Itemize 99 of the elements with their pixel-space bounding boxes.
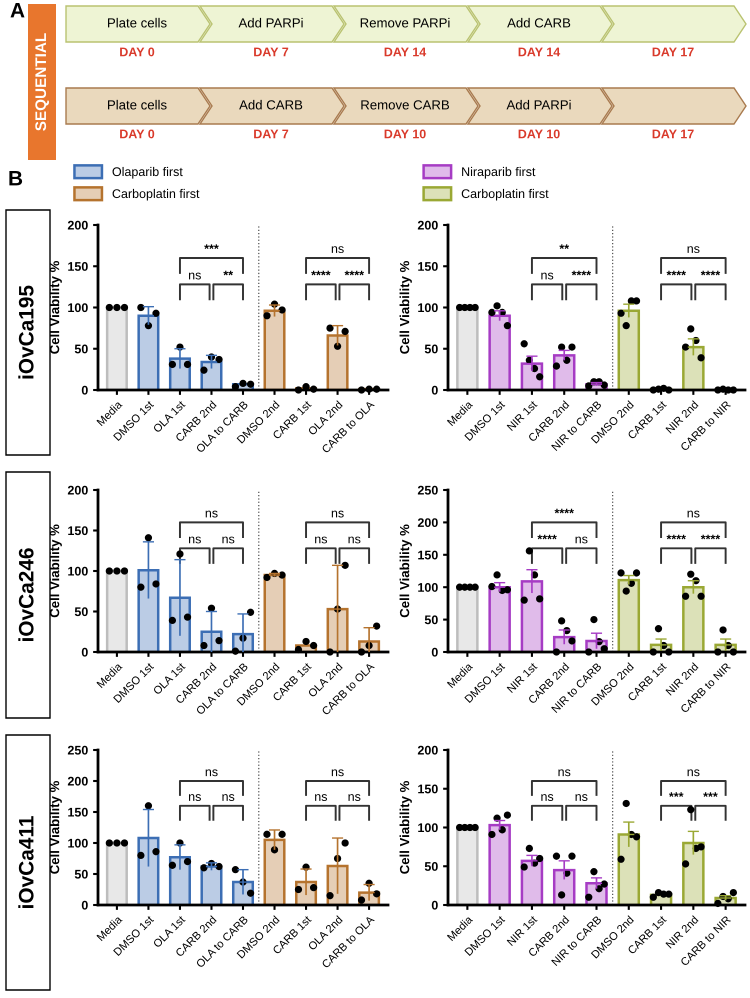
- y-tick-label: 0: [82, 648, 88, 657]
- legend-label: Carboplatin first: [462, 188, 549, 201]
- annotation: ns: [315, 794, 328, 802]
- annotation: ****: [537, 534, 557, 540]
- y-tick-label: 100: [418, 303, 438, 312]
- y-tick-label: 50: [424, 862, 438, 871]
- annotation: ns: [222, 794, 234, 802]
- annotation: ****: [700, 270, 720, 276]
- y-tick-label: 250: [418, 486, 438, 495]
- text: DAY 17: [652, 130, 694, 138]
- text: Add PARPi: [238, 18, 303, 28]
- y-tick-label: 100: [68, 303, 88, 312]
- text: Add CARB: [507, 18, 570, 28]
- annotation: ns: [688, 510, 700, 518]
- annotation: ns: [576, 536, 588, 544]
- legend-label: Olaparib first: [112, 166, 183, 179]
- y-axis-title: Cell Viability %: [400, 524, 412, 618]
- y-tick-label: 0: [82, 386, 88, 395]
- y-tick-label: 50: [74, 870, 88, 879]
- y-tick-label: 200: [418, 518, 438, 528]
- y-tick-label: 200: [68, 220, 88, 230]
- text: Add CARB: [239, 100, 302, 110]
- y-tick-label: 100: [418, 823, 438, 832]
- annotation: ns: [332, 769, 344, 776]
- text: iOvCa195: [18, 286, 34, 379]
- annotation: ns: [206, 769, 218, 776]
- y-tick-label: 100: [68, 838, 88, 848]
- annotation: ns: [348, 794, 360, 802]
- annotation: ns: [189, 272, 201, 280]
- annotation: ****: [666, 270, 686, 276]
- annotation: ns: [206, 510, 218, 518]
- text: Remove PARPi: [360, 18, 450, 28]
- text: Plate cells: [108, 18, 167, 28]
- y-tick-label: 50: [424, 344, 438, 354]
- annotation: ****: [700, 534, 720, 540]
- text: DAY 14: [384, 48, 426, 56]
- y-tick-label: 250: [68, 746, 88, 755]
- y-tick-label: 50: [74, 607, 88, 616]
- annotation: ****: [572, 270, 592, 276]
- text: A: [10, 3, 24, 18]
- annotation: ns: [315, 536, 328, 544]
- text: Add PARPi: [506, 100, 571, 110]
- y-tick-label: 150: [68, 526, 88, 536]
- y-tick-label: 0: [82, 900, 88, 910]
- annotation: ns: [541, 794, 554, 802]
- annotation: ns: [576, 794, 588, 802]
- annotation: ***: [204, 244, 219, 249]
- text: Remove CARB: [361, 100, 450, 110]
- annotation: ns: [348, 536, 360, 544]
- text: DAY 10: [384, 130, 426, 138]
- y-tick-label: 0: [432, 648, 438, 657]
- text: Plate cells: [108, 100, 167, 110]
- annotation: ****: [311, 270, 331, 276]
- annotation: **: [223, 270, 234, 276]
- annotation: ns: [222, 536, 234, 544]
- annotation: ***: [703, 792, 718, 797]
- text: B: [9, 171, 22, 186]
- y-tick-label: 100: [418, 583, 438, 592]
- legend-label: Niraparib first: [462, 166, 536, 179]
- y-tick-label: 200: [68, 776, 88, 786]
- text: DAY 14: [518, 48, 560, 56]
- y-tick-label: 200: [418, 220, 438, 230]
- y-axis-title: Cell Viability %: [400, 261, 412, 354]
- annotation: ***: [668, 792, 684, 797]
- text: DAY 0: [120, 130, 154, 138]
- text: DAY 17: [652, 48, 694, 56]
- text: DAY 7: [254, 130, 288, 138]
- annotation: ****: [666, 534, 686, 540]
- text: DAY 10: [518, 130, 560, 138]
- text: DAY 0: [120, 48, 154, 56]
- annotation: ns: [558, 769, 570, 776]
- legend-label: Carboplatin first: [112, 188, 200, 201]
- text: DAY 7: [254, 48, 288, 56]
- annotation: ns: [189, 794, 201, 802]
- annotation: ns: [688, 769, 700, 776]
- annotation: **: [559, 244, 570, 249]
- y-tick-label: 100: [68, 566, 88, 576]
- annotation: ****: [554, 508, 574, 514]
- y-tick-label: 150: [418, 550, 438, 560]
- annotation: ns: [688, 246, 700, 254]
- y-tick-label: 50: [424, 615, 438, 624]
- y-tick-label: 0: [432, 900, 438, 910]
- y-tick-label: 150: [418, 262, 438, 271]
- y-tick-label: 50: [74, 344, 88, 354]
- annotation: ns: [332, 246, 344, 254]
- text: iOvCa411: [18, 816, 34, 908]
- annotation: ns: [332, 510, 344, 518]
- y-tick-label: 200: [68, 486, 88, 495]
- annotation: ****: [344, 270, 364, 276]
- y-axis-title: Cell Viability %: [400, 781, 412, 874]
- annotation: ns: [189, 536, 201, 544]
- text: iOvCa246: [18, 548, 34, 642]
- annotation: ns: [541, 272, 554, 280]
- y-tick-label: 200: [418, 746, 438, 755]
- y-tick-label: 0: [432, 386, 438, 395]
- text: SEQUENTIAL: [35, 33, 49, 131]
- y-tick-label: 150: [68, 262, 88, 271]
- y-tick-label: 150: [418, 784, 438, 794]
- y-tick-label: 150: [68, 808, 88, 817]
